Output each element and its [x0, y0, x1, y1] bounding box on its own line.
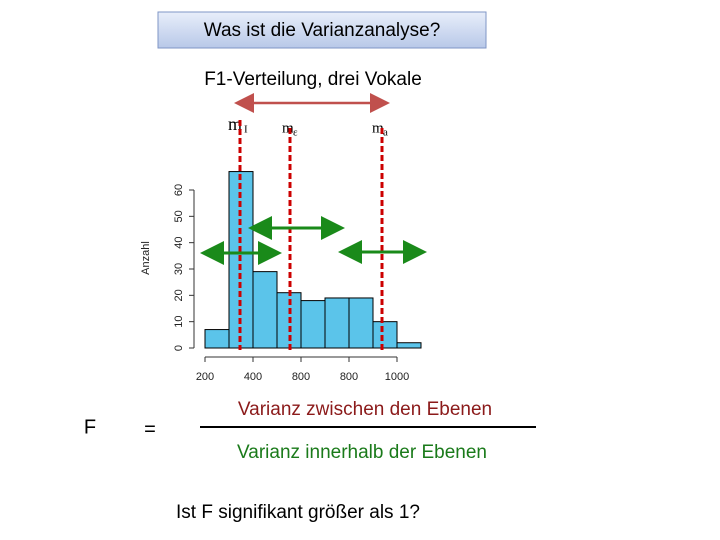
bar: [396, 342, 422, 349]
y-tick-label: 20: [173, 289, 185, 301]
mean-label-sub: I: [244, 124, 248, 136]
x-tick-label: 1000: [385, 371, 409, 383]
bar: [300, 300, 326, 349]
denominator: Varianz innerhalb der Ebenen: [237, 442, 487, 463]
y-tick-label: 60: [173, 184, 185, 196]
x-tick-label: 800: [340, 371, 358, 383]
bar: [372, 321, 398, 349]
y-tick-label: 30: [173, 263, 185, 275]
title-box: [157, 11, 487, 49]
y-tick-label: 10: [173, 316, 185, 328]
subtitle: F1-Verteilung, drei Vokale: [204, 69, 422, 90]
bar: [252, 271, 278, 349]
bar: [204, 329, 230, 349]
y-tick-label: 50: [173, 210, 185, 222]
y-axis-label: Anzahl: [140, 241, 152, 275]
numerator: Varianz zwischen den Ebenen: [238, 399, 492, 420]
question: Ist F signifikant größer als 1?: [176, 502, 420, 523]
formula-lhs: F: [84, 416, 96, 438]
within-arrows: [200, 216, 427, 265]
y-tick-label: 40: [173, 237, 185, 249]
x-tick-label: 400: [244, 371, 262, 383]
x-tick-label: 800: [292, 371, 310, 383]
y-tick-label: 0: [173, 345, 185, 351]
x-tick-label: 200: [196, 371, 214, 383]
mean-label-sub: a: [383, 127, 388, 139]
title: Was ist die Varianzanalyse?: [204, 20, 441, 41]
formula-eq: =: [144, 418, 156, 440]
mean-label-sub: ε: [293, 127, 298, 139]
bar: [348, 297, 374, 349]
bar: [324, 297, 350, 349]
